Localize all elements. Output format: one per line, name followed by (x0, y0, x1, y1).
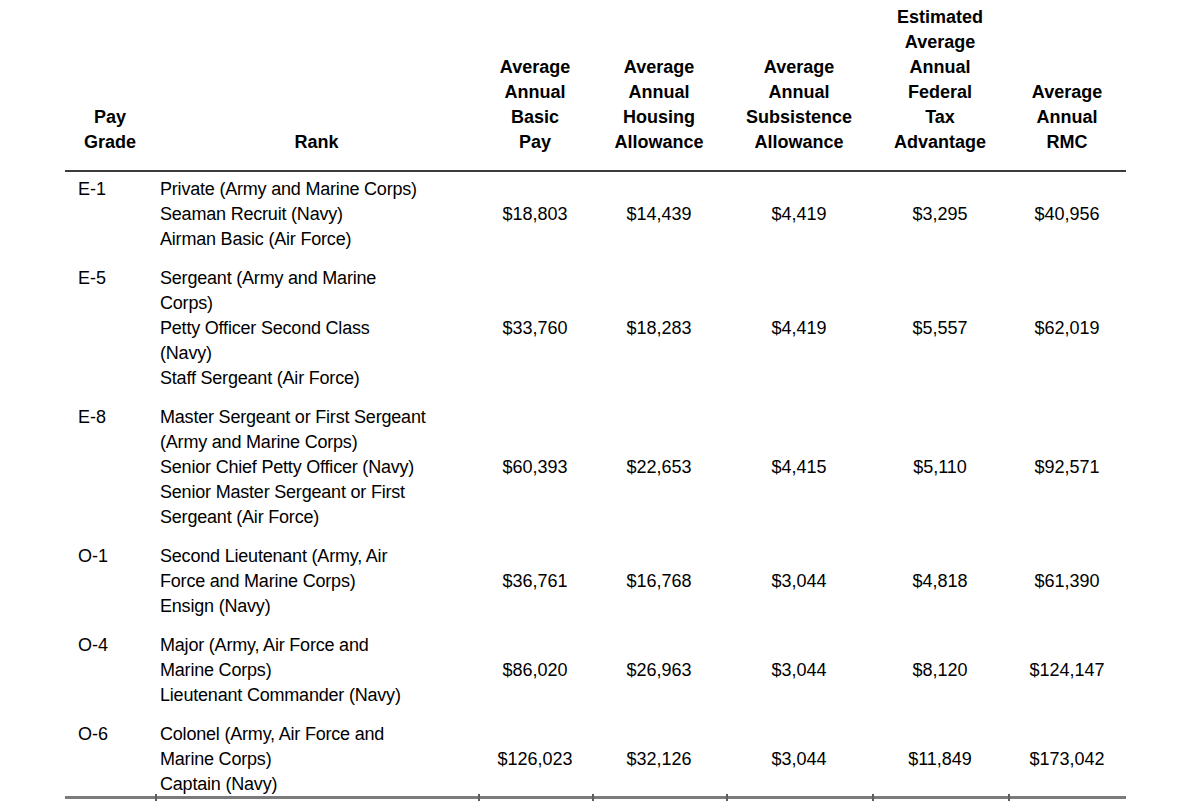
header-basic-pay: Average Annual Basic Pay (478, 0, 592, 171)
rmc-cell: $173,042 (1008, 717, 1126, 806)
tax-advantage-cell: $8,120 (872, 628, 1008, 717)
table-row-e1: E-1 Private (Army and Marine Corps) Seam… (65, 171, 1126, 261)
pay-grade-cell: O-1 (65, 539, 155, 628)
rmc-cell: $40,956 (1008, 171, 1126, 261)
table-bottom-border (65, 796, 1126, 799)
rmc-cell: $92,571 (1008, 400, 1126, 539)
pay-grade-cell: E-8 (65, 400, 155, 539)
header-tax-advantage: Estimated Average Annual Federal Tax Adv… (872, 0, 1008, 171)
tax-advantage-cell: $5,110 (872, 400, 1008, 539)
column-border-tick (726, 794, 728, 801)
tax-advantage-cell: $4,818 (872, 539, 1008, 628)
table-row-e8: E-8 Master Sergeant or First Sergeant (A… (65, 400, 1126, 539)
military-compensation-table: Pay Grade Rank Average Annual Basic Pay … (65, 0, 1126, 806)
rmc-cell: $62,019 (1008, 261, 1126, 400)
housing-allowance-cell: $16,768 (592, 539, 726, 628)
housing-allowance-cell: $22,653 (592, 400, 726, 539)
housing-allowance-cell: $32,126 (592, 717, 726, 806)
rank-cell: Second Lieutenant (Army, Air Force and M… (155, 539, 478, 628)
subsistence-allowance-cell: $3,044 (726, 717, 872, 806)
pay-grade-cell: O-4 (65, 628, 155, 717)
basic-pay-cell: $60,393 (478, 400, 592, 539)
basic-pay-cell: $33,760 (478, 261, 592, 400)
pay-grade-cell: O-6 (65, 717, 155, 806)
pay-grade-cell: E-1 (65, 171, 155, 261)
header-pay-grade: Pay Grade (65, 0, 155, 171)
column-border-tick (872, 794, 874, 801)
tax-advantage-cell: $3,295 (872, 171, 1008, 261)
rank-cell: Sergeant (Army and Marine Corps) Petty O… (155, 261, 478, 400)
header-rank: Rank (155, 0, 478, 171)
header-housing-allowance: Average Annual Housing Allowance (592, 0, 726, 171)
tax-advantage-cell: $11,849 (872, 717, 1008, 806)
housing-allowance-cell: $14,439 (592, 171, 726, 261)
housing-allowance-cell: $18,283 (592, 261, 726, 400)
column-border-tick (592, 794, 594, 801)
header-rmc: Average Annual RMC (1008, 0, 1126, 171)
subsistence-allowance-cell: $4,419 (726, 261, 872, 400)
basic-pay-cell: $36,761 (478, 539, 592, 628)
rank-cell: Colonel (Army, Air Force and Marine Corp… (155, 717, 478, 806)
column-border-tick (1008, 794, 1010, 801)
table-row-o4: O-4 Major (Army, Air Force and Marine Co… (65, 628, 1126, 717)
header-subsistence-allowance: Average Annual Subsistence Allowance (726, 0, 872, 171)
basic-pay-cell: $126,023 (478, 717, 592, 806)
table-row-e5: E-5 Sergeant (Army and Marine Corps) Pet… (65, 261, 1126, 400)
rank-cell: Major (Army, Air Force and Marine Corps)… (155, 628, 478, 717)
subsistence-allowance-cell: $4,419 (726, 171, 872, 261)
table-row-o1: O-1 Second Lieutenant (Army, Air Force a… (65, 539, 1126, 628)
table-row-o6: O-6 Colonel (Army, Air Force and Marine … (65, 717, 1126, 806)
pay-grade-cell: E-5 (65, 261, 155, 400)
subsistence-allowance-cell: $4,415 (726, 400, 872, 539)
header-row: Pay Grade Rank Average Annual Basic Pay … (65, 0, 1126, 171)
rank-cell: Private (Army and Marine Corps) Seaman R… (155, 171, 478, 261)
column-border-tick (155, 794, 157, 801)
basic-pay-cell: $86,020 (478, 628, 592, 717)
tax-advantage-cell: $5,557 (872, 261, 1008, 400)
basic-pay-cell: $18,803 (478, 171, 592, 261)
housing-allowance-cell: $26,963 (592, 628, 726, 717)
rmc-cell: $124,147 (1008, 628, 1126, 717)
document-page: Pay Grade Rank Average Annual Basic Pay … (0, 0, 1200, 808)
rank-cell: Master Sergeant or First Sergeant (Army … (155, 400, 478, 539)
subsistence-allowance-cell: $3,044 (726, 539, 872, 628)
column-border-tick (478, 794, 480, 801)
subsistence-allowance-cell: $3,044 (726, 628, 872, 717)
rmc-cell: $61,390 (1008, 539, 1126, 628)
